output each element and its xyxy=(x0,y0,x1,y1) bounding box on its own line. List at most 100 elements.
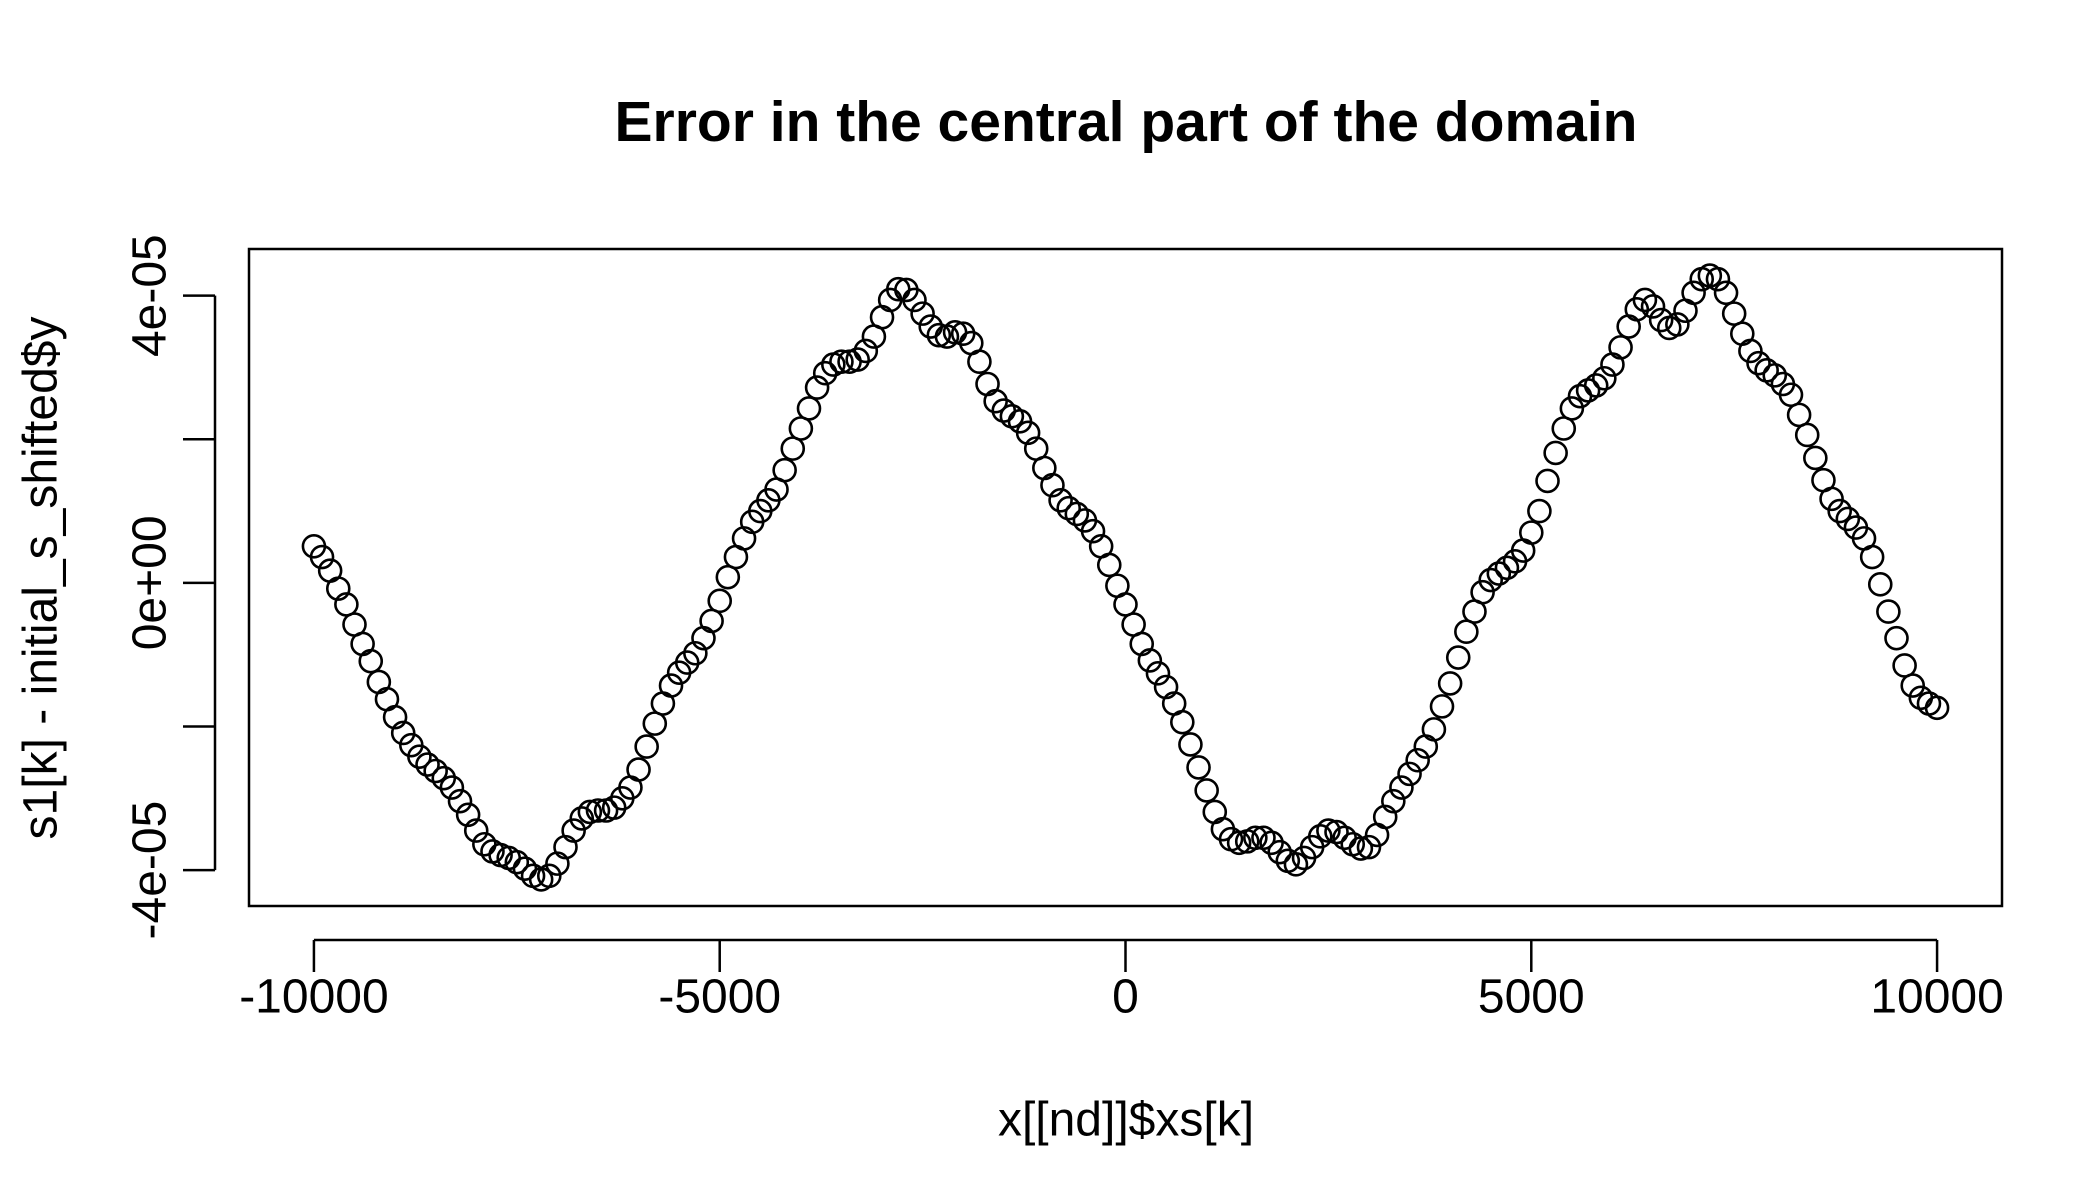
point xyxy=(1478,567,1504,593)
point xyxy=(447,788,473,814)
point xyxy=(1592,365,1617,391)
point xyxy=(1738,338,1763,364)
point xyxy=(1040,472,1065,498)
point xyxy=(423,758,448,784)
point xyxy=(1559,396,1585,421)
point xyxy=(1527,498,1552,524)
x-tick-label: -5000 xyxy=(658,971,781,1024)
point xyxy=(455,802,481,828)
point xyxy=(1283,852,1309,877)
point xyxy=(504,849,530,875)
point xyxy=(1665,312,1690,337)
point xyxy=(1583,373,1609,398)
point xyxy=(1470,579,1495,605)
point xyxy=(1632,287,1658,313)
point xyxy=(707,588,733,614)
point xyxy=(1405,747,1430,773)
point xyxy=(358,648,384,674)
point xyxy=(536,863,562,889)
point xyxy=(1080,518,1106,544)
x-tick-label: 0 xyxy=(1112,971,1139,1024)
x-axis-label: x[[nd]]$xs[k] xyxy=(998,1094,1254,1147)
point xyxy=(1307,824,1333,849)
point xyxy=(1056,495,1081,521)
point xyxy=(463,818,489,843)
point xyxy=(1827,498,1852,524)
point xyxy=(577,799,603,825)
point xyxy=(415,752,440,777)
point xyxy=(634,734,659,759)
point xyxy=(1535,468,1560,494)
point xyxy=(1429,694,1455,719)
point xyxy=(1518,520,1544,545)
point xyxy=(1316,818,1341,843)
point xyxy=(407,744,432,769)
point xyxy=(1267,839,1292,865)
point xyxy=(829,349,854,375)
point xyxy=(1170,709,1195,735)
point xyxy=(1243,825,1268,851)
point xyxy=(1705,266,1731,292)
point xyxy=(1372,804,1398,830)
point xyxy=(1486,561,1512,586)
point xyxy=(1924,695,1950,721)
y-axis-label: s1[k] - initial_s_shifted$y xyxy=(15,317,68,840)
point xyxy=(1381,788,1406,814)
point xyxy=(967,349,992,375)
point xyxy=(1048,488,1073,513)
point xyxy=(910,301,935,326)
point xyxy=(1713,280,1739,306)
x-tick-label: 10000 xyxy=(1870,971,2003,1024)
point xyxy=(926,322,952,348)
point xyxy=(569,806,595,831)
point xyxy=(1900,673,1926,698)
y-tick-label: -4e-05 xyxy=(124,801,177,940)
point xyxy=(1389,775,1414,800)
point xyxy=(1226,830,1252,856)
point xyxy=(1648,307,1674,333)
point xyxy=(1543,440,1568,466)
point xyxy=(683,640,708,666)
x-tick-label: 5000 xyxy=(1478,971,1585,1024)
point xyxy=(390,720,416,746)
point xyxy=(1137,648,1163,673)
point xyxy=(796,396,822,421)
point xyxy=(1608,335,1633,360)
point xyxy=(1178,732,1203,757)
point xyxy=(845,347,870,372)
point xyxy=(1876,599,1901,624)
point xyxy=(585,798,611,823)
plot-frame xyxy=(247,247,2004,908)
point xyxy=(1324,819,1349,845)
y-tick-label: 4e-05 xyxy=(124,234,177,357)
point xyxy=(1803,445,1828,471)
point xyxy=(853,338,879,364)
point xyxy=(382,704,408,730)
point xyxy=(1445,645,1471,670)
point xyxy=(1186,755,1211,780)
point xyxy=(1835,506,1861,532)
point xyxy=(1494,555,1520,581)
point xyxy=(325,576,351,601)
point xyxy=(1681,280,1706,306)
point xyxy=(1746,350,1771,376)
point xyxy=(1867,572,1893,597)
point xyxy=(812,360,838,386)
point xyxy=(1794,422,1820,448)
point xyxy=(1421,717,1447,742)
point xyxy=(1194,778,1219,803)
point xyxy=(1064,501,1090,527)
point xyxy=(658,673,684,698)
point xyxy=(1640,294,1666,319)
point xyxy=(1437,671,1463,696)
point xyxy=(1859,544,1885,570)
point xyxy=(1096,552,1122,578)
point xyxy=(804,375,830,400)
chart-title: Error in the central part of the domain xyxy=(615,90,1638,154)
point xyxy=(1397,761,1422,787)
point xyxy=(626,757,651,782)
point xyxy=(1884,625,1909,651)
point xyxy=(309,544,335,570)
